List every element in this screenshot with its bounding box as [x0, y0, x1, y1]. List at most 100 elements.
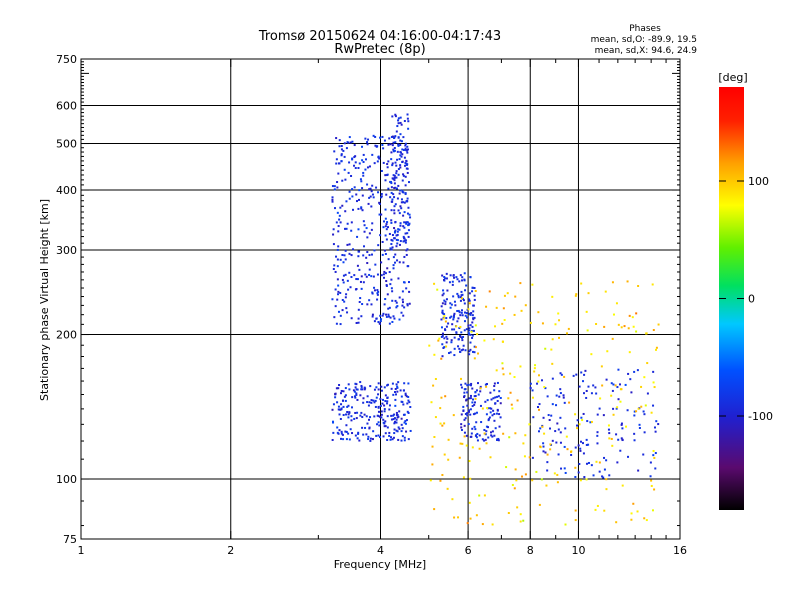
data-point-o-low-arch — [347, 416, 350, 419]
data-point-o-scatter-right — [542, 445, 545, 448]
data-point-o-trace-high — [357, 321, 360, 324]
data-point-o-trace-high — [364, 273, 367, 276]
data-point-o-trace-high — [391, 164, 394, 167]
data-point-o-trace-high — [379, 136, 382, 139]
data-point-x-scatter — [437, 339, 440, 342]
data-point-x-scatter — [575, 293, 578, 296]
data-point-o-spike — [393, 212, 396, 215]
data-point-o-low-arch — [340, 403, 343, 406]
data-point-o-trace-high — [375, 186, 378, 189]
data-point-x-scatter — [470, 330, 473, 333]
data-point-o-scatter-right — [585, 438, 588, 441]
data-point-o-scatter-right — [624, 383, 627, 386]
data-point-o-mid — [459, 335, 462, 338]
data-point-o-mid — [454, 304, 457, 307]
colorbar-tick-label: 100 — [748, 175, 769, 188]
data-point-o-low-arch — [384, 394, 387, 397]
data-point-o-scatter-right — [540, 379, 543, 382]
data-point-o-low-arch — [367, 435, 370, 438]
data-point-x-scatter — [514, 432, 517, 435]
data-point-o-low-mid — [493, 419, 496, 422]
data-point-x-scatter — [556, 473, 559, 476]
data-point-o-trace-high — [384, 217, 387, 220]
data-point-o-mid — [468, 353, 471, 356]
data-point-o-trace-high — [378, 201, 381, 204]
data-point-o-trace-high — [379, 314, 382, 317]
data-point-o-trace-high — [395, 301, 398, 304]
data-point-o-scatter-right — [633, 432, 636, 435]
data-point-o-scatter-right — [617, 368, 620, 371]
data-point-o-trace-high — [385, 193, 388, 196]
data-point-o-low-mid — [471, 398, 474, 401]
data-point-o-mid — [471, 314, 474, 317]
data-point-o-trace-high — [371, 184, 374, 187]
data-point-o-spike — [391, 200, 394, 203]
data-point-o-scatter-right — [603, 456, 606, 459]
data-point-o-scatter-right — [563, 401, 566, 404]
data-point-x-scatter — [590, 353, 593, 356]
data-point-o-spike — [403, 239, 406, 242]
data-point-o-trace-high — [398, 192, 401, 195]
data-point-x-scatter — [459, 442, 462, 445]
data-point-o-scatter-right — [596, 413, 599, 416]
data-point-o-trace-high — [383, 270, 386, 273]
data-point-o-low-mid — [498, 390, 501, 393]
data-point-x-scatter — [444, 395, 447, 398]
data-point-o-low-arch — [332, 421, 335, 424]
data-point-o-scatter-right — [583, 476, 586, 479]
data-point-o-trace-high — [366, 141, 369, 144]
data-point-o-trace-high — [344, 296, 347, 299]
data-point-o-scatter-right — [577, 444, 580, 447]
data-point-x-scatter — [471, 446, 474, 449]
data-point-x-scatter — [581, 419, 584, 422]
data-point-o-spike — [397, 209, 400, 212]
data-point-o-scatter-right — [548, 419, 551, 422]
data-point-o-scatter-right — [531, 456, 534, 459]
data-point-o-trace-high — [402, 314, 405, 317]
data-point-x-scatter — [522, 442, 525, 445]
data-point-o-trace-high — [406, 148, 409, 151]
data-point-o-trace-high — [340, 154, 343, 157]
data-point-o-trace-high — [402, 173, 405, 176]
data-point-o-low-mid — [471, 387, 474, 390]
data-point-o-low-mid — [462, 405, 465, 408]
data-point-x-scatter — [447, 458, 450, 461]
data-point-o-trace-high — [373, 249, 376, 252]
data-point-o-trace-high — [344, 210, 347, 213]
data-point-o-scatter-right — [558, 395, 561, 398]
data-point-o-spike — [394, 115, 397, 118]
data-point-o-low-arch — [401, 400, 404, 403]
data-point-o-spike — [397, 136, 400, 139]
data-point-o-low-arch — [355, 388, 358, 391]
data-point-o-scatter-right — [574, 475, 577, 478]
data-point-o-trace-high — [398, 318, 401, 321]
data-point-o-trace-high — [368, 273, 371, 276]
data-point-o-low-arch — [392, 393, 395, 396]
data-point-o-trace-high — [382, 273, 385, 276]
data-point-x-scatter — [511, 483, 514, 486]
data-point-x-scatter — [539, 445, 542, 448]
data-point-x-scatter — [433, 508, 436, 511]
data-point-o-scatter-right — [557, 453, 560, 456]
data-point-o-mid — [468, 327, 471, 330]
data-point-o-mid — [455, 331, 458, 334]
data-point-x-scatter — [531, 479, 534, 482]
data-point-o-scatter-right — [580, 371, 583, 374]
data-point-o-low-arch — [377, 388, 380, 391]
data-point-o-low-arch — [373, 401, 376, 404]
y-tick-label: 300 — [56, 244, 77, 257]
data-point-o-low-mid — [473, 425, 476, 428]
data-point-o-spike — [397, 168, 400, 171]
data-point-o-low-arch — [351, 406, 354, 409]
data-point-o-mid — [450, 303, 453, 306]
data-point-x-scatter — [652, 329, 655, 332]
data-point-o-low-mid — [474, 390, 477, 393]
data-point-o-trace-high — [399, 240, 402, 243]
data-point-o-low-mid — [465, 399, 468, 402]
data-point-o-scatter-right — [546, 461, 549, 464]
data-point-o-trace-high — [371, 292, 374, 295]
data-point-o-mid — [471, 286, 474, 289]
data-point-x-scatter — [447, 438, 450, 441]
data-point-o-trace-high — [341, 309, 344, 312]
data-point-o-trace-high — [391, 234, 394, 237]
